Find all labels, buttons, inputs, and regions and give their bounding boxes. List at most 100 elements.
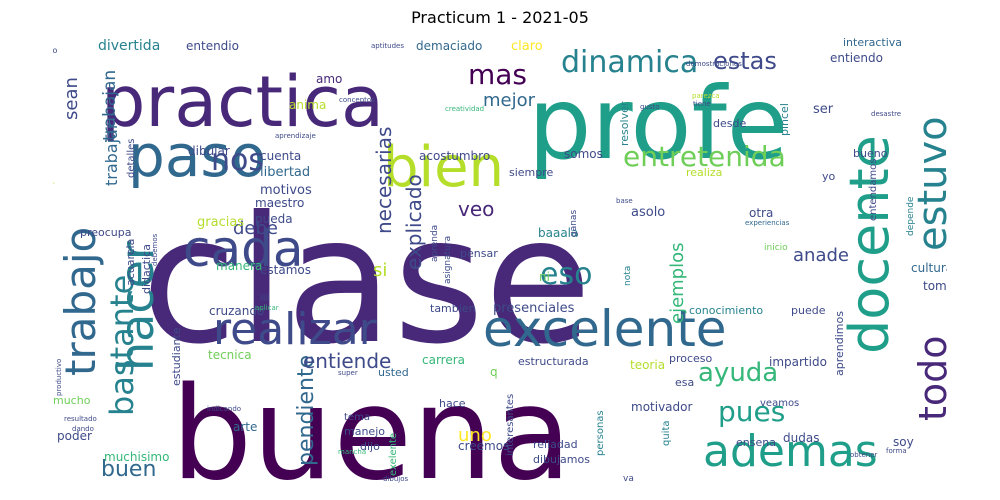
cloud-word-preocupa: preocupa [80,226,132,239]
cloud-word-explicado: explicado [402,174,426,270]
cloud-word-ayuda: ayuda [698,358,778,388]
cloud-word-conceptos: conceptos [339,96,375,104]
cloud-word-aprenda: aprenda [430,225,440,262]
cloud-word-debemos: debemos [151,233,159,266]
cloud-word-personas: personas [595,410,606,456]
cloud-word-mejor: mejor [483,90,536,111]
cloud-word-creatividad: creatividad [445,105,484,113]
cloud-word-motivador: motivador [631,400,692,414]
cloud-word-estuvo: estuvo [910,116,947,251]
cloud-word-bien: bien [383,135,504,200]
cloud-word-detalles: detalles [126,139,137,178]
cloud-word-carrera: carrera [422,353,465,367]
cloud-word-cruzando: cruzando [209,304,264,318]
cloud-word-obtener: obtener [850,451,878,459]
cloud-word-poder: poder [57,429,92,443]
cloud-word-debe: debe [233,218,278,239]
cloud-word-hace: hace [439,397,466,410]
cloud-word-acuarela: acuarela [124,239,137,286]
word-cloud-panel: clase buena profe practica paso bien cada docen… [53,36,947,484]
cloud-word-cada: cada [183,220,304,278]
cloud-word-arte: arte [233,420,257,434]
cloud-word-usted: usted [378,366,409,379]
cloud-word-esa: esa [675,376,694,389]
cloud-word-dinamica: dinamica [561,45,698,80]
cloud-word-exelente: exelente [388,433,399,476]
cloud-word-didactica: didactica [140,244,153,294]
cloud-word-demostraciones: demostraciones [686,60,742,68]
cloud-word-bueno: bueno [853,147,888,160]
cloud-word-cuenta: cuenta [260,149,301,163]
cloud-word-aplicar: aplicar [255,304,279,312]
cloud-word-desde: desde [713,117,746,130]
cloud-word-depende: depende [906,196,916,236]
cloud-word-maestro: maestro [255,196,304,210]
cloud-word-ensena: ensena [736,436,776,449]
cloud-word-somos: somos [564,147,603,161]
cloud-word-toma: toma [923,279,947,293]
cloud-word-interesantes: interesantes [505,394,516,456]
cloud-word-tecnica: tecnica [208,348,252,362]
cloud-word-pincel: pincel [778,103,791,136]
cloud-word-puede: puede [791,304,826,317]
cloud-word-hacer: hacer [110,241,164,371]
cloud-word-base: base [616,197,633,205]
cloud-word-acostumbro: acostumbro [419,149,490,163]
cloud-word-impartido: impartido [769,355,827,369]
cloud-word-dibujos: dibujos [383,475,408,483]
cloud-word-demaciado: demaciado [416,39,482,53]
cloud-word-aprendizaje: aprendizaje [275,132,316,140]
cloud-word-otra: otra [749,206,773,220]
cloud-word-paso: paso [128,122,266,190]
cloud-word-tiene: tiene [693,100,711,108]
cloud-word-siempre: siempre [509,166,554,179]
cloud-word-clase: clase [141,180,592,383]
cloud-word-nos: nos [211,143,264,178]
cloud-word-aptitudes: aptitudes [371,42,404,50]
cloud-word-anima: anima [289,98,326,112]
cloud-word-dudas: dudas [783,431,819,445]
cloud-word-entendamos: entendamos [868,159,879,221]
figure-title: Practicum 1 - 2021-05 [411,8,589,27]
cloud-word-entiende: entiende [303,349,391,373]
cloud-word-quita: quita [661,420,672,446]
cloud-word-poco: poco [53,167,55,184]
cloud-word-pueda: pueda [255,212,293,226]
cloud-word-asolo: asolo [631,205,665,220]
cloud-word-indicando: indicando [207,405,241,413]
cloud-word-mas: mas [468,58,527,91]
cloud-word-muchisimo: muchisimo [104,450,169,464]
cloud-word-eso: eso [540,257,592,292]
cloud-word-entendio: entendio [186,39,239,53]
cloud-word-practica: practica [101,61,384,143]
cloud-word-va: va [623,474,634,484]
cloud-word-realizar: realizar [213,304,378,355]
cloud-word-bastante: bastante [103,275,141,416]
cloud-word-veo: veo [458,197,494,221]
cloud-word-resolver: resolver [618,101,631,146]
cloud-word-excelente: excelente [483,300,727,358]
cloud-word-trabajo: trabajo [56,227,105,376]
cloud-word-motivos: motivos [260,183,312,198]
cloud-word-anade: anade [793,245,849,266]
cloud-word-conocimiento: conocimiento [689,304,763,317]
cloud-word-ademas: ademas [703,426,878,477]
cloud-word-creemos: creemos [458,439,509,453]
cloud-word-proceso: proceso [669,352,713,365]
cloud-word-gracias: gracias [197,215,244,230]
cloud-word-tema: tema [344,412,370,423]
cloud-word-super: super [338,369,358,377]
cloud-word-pensar: pensar [460,247,498,260]
cloud-word-divertida: divertida [98,38,160,54]
cloud-word-veamos: veamos [760,398,799,409]
cloud-word-dijo: dijo [360,440,380,453]
cloud-word-experiencias: experiencias [745,219,790,227]
cloud-word-hizo: hizo [53,46,57,55]
cloud-word-inicio: inicio [764,243,788,253]
cloud-word-estructurada: estructurada [518,355,589,368]
cloud-word-jjjjj: jjjjj [259,293,270,301]
cloud-word-yo: yo [822,170,836,183]
cloud-word-estudiante: estudiante [170,327,183,386]
cloud-word-trabajan: trabajan [100,70,120,141]
cloud-word-trabajar: trabajar [102,122,121,186]
